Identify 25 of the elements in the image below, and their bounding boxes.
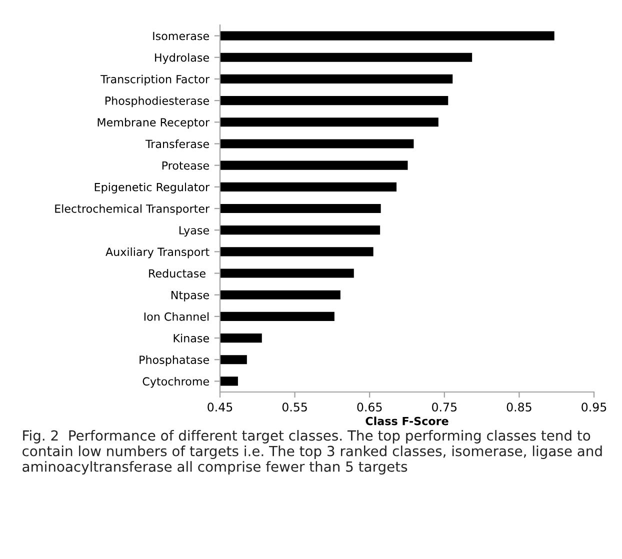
y-tick-label: Electrochemical Transporter	[55, 204, 210, 216]
y-tick-label: Transferase	[145, 140, 209, 148]
y-tick-label: Auxiliary Transport	[106, 247, 210, 258]
y-tick-label: Isomerase	[153, 32, 209, 40]
caption: Fig. 2 Performance of different target classes. The top performing classes tend to contain low numbers of targets i.e. The top 3 ranked classes, isomerase, ligase and aminoacyltransferase all comprise fewer than 5 targets	[22, 430, 602, 475]
y-tick-label: Ion Channel	[144, 312, 209, 321]
x-tick-label: 0.45	[208, 402, 232, 412]
y-tick-label: Ntpase	[172, 290, 209, 302]
y-tick-label: Protease	[162, 161, 209, 170]
y-tick-label: Hydrolase	[155, 53, 209, 64]
x-tick-label: 0.55	[282, 402, 307, 412]
y-tick-label: Reductase	[149, 269, 206, 278]
x-tick-label: 0.75	[432, 402, 457, 412]
y-tick-label: Transcription Factor	[100, 74, 210, 86]
y-tick-label: Lyase	[179, 226, 209, 237]
y-tick-label: Membrane Receptor	[98, 118, 210, 129]
x-tick-label: 0.95	[582, 402, 606, 412]
y-tick-label: Kinase	[174, 334, 209, 342]
y-tick-label: Cytochrome	[142, 376, 209, 388]
x-tick-label: 0.85	[506, 402, 532, 412]
y-tick-label: Epigenetic Regulator	[94, 182, 210, 194]
x-axis-title: Class F-Score	[366, 416, 448, 426]
y-tick-label: Phosphodiesterase	[105, 96, 209, 108]
y-tick-label: Phosphatase	[140, 355, 209, 366]
x-tick-label: 0.65	[357, 402, 382, 412]
